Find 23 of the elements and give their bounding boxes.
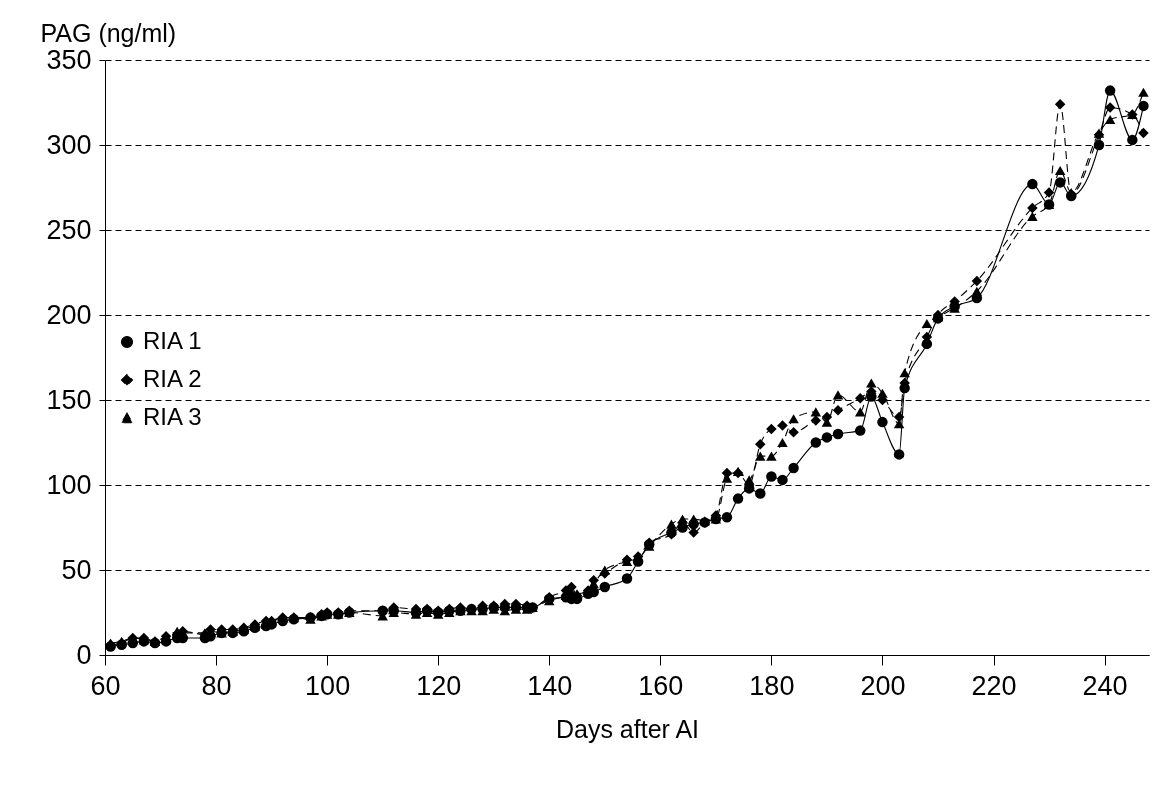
- x-tick-label: 160: [638, 670, 684, 701]
- x-tick-label: 180: [749, 670, 795, 701]
- y-tick-label: 100: [46, 469, 92, 500]
- x-tick-label: 240: [1082, 670, 1128, 701]
- y-tick-label: 150: [46, 384, 92, 415]
- x-tick-label: 140: [527, 670, 573, 701]
- x-tick-label: 100: [305, 670, 351, 701]
- y-tick-label: 350: [46, 44, 92, 75]
- y-tick-label: 250: [46, 214, 92, 245]
- y-tick-label: 0: [76, 639, 92, 670]
- x-tick-label: 220: [971, 670, 1017, 701]
- x-tick-label: 60: [90, 670, 121, 701]
- y-tick-label: 300: [46, 129, 92, 160]
- x-tick-label: 80: [201, 670, 232, 701]
- y-axis-title: PAG (ng/ml): [40, 18, 177, 47]
- x-tick-label: 200: [860, 670, 906, 701]
- x-axis-title: Days after AI: [555, 714, 700, 743]
- legend-label: RIA 1: [143, 327, 202, 354]
- y-tick-label: 200: [46, 299, 92, 330]
- y-tick-label: 50: [61, 554, 92, 585]
- x-tick-label: 120: [416, 670, 462, 701]
- legend-label: RIA 3: [143, 403, 202, 430]
- legend-label: RIA 2: [143, 365, 202, 392]
